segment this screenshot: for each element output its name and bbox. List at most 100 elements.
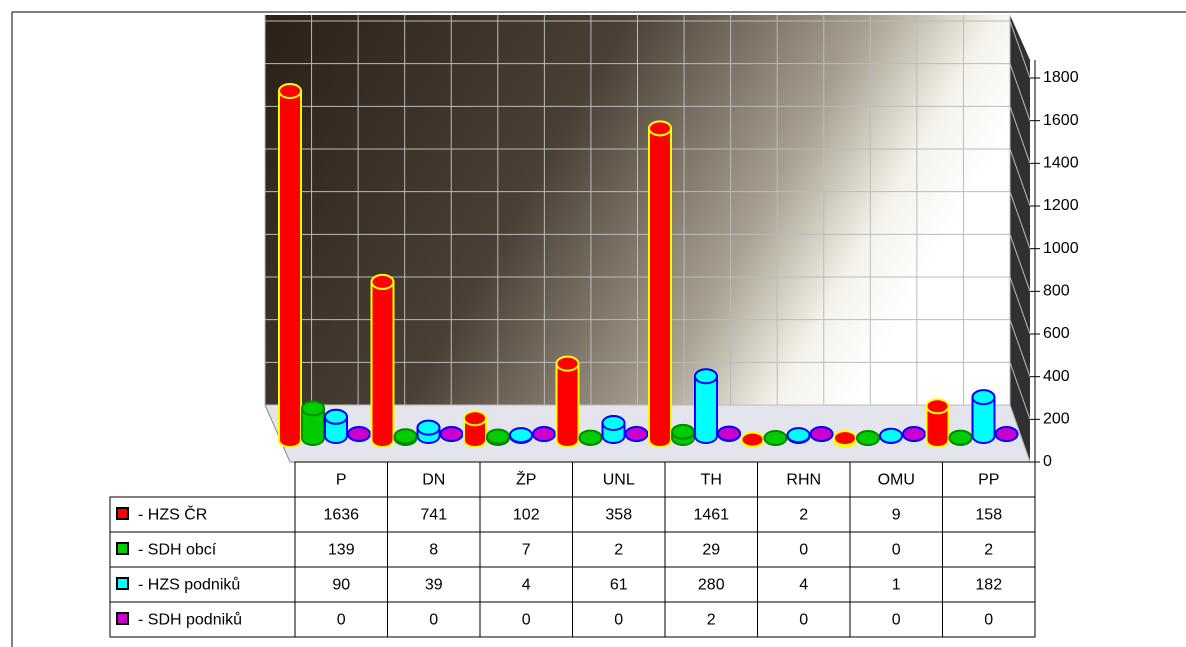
table-value: 8 bbox=[429, 542, 438, 559]
table-value: 90 bbox=[332, 577, 350, 594]
y-tick-label: 1600 bbox=[1043, 112, 1079, 129]
bar bbox=[833, 430, 857, 448]
grid-line bbox=[1009, 63, 1031, 121]
bar-top bbox=[671, 423, 695, 440]
legend-swatch bbox=[116, 612, 129, 625]
y-tick-label: 400 bbox=[1043, 368, 1070, 385]
y-tick-label: 0 bbox=[1043, 453, 1052, 470]
bar-top bbox=[463, 410, 487, 427]
y-tick-label: 1800 bbox=[1043, 69, 1079, 86]
grid-line bbox=[1009, 20, 1031, 79]
x-tick-label: RHN bbox=[786, 472, 821, 489]
bar-top bbox=[833, 430, 857, 447]
bar bbox=[393, 428, 418, 446]
bar bbox=[278, 82, 302, 448]
bar-body bbox=[555, 362, 580, 448]
bar bbox=[648, 120, 672, 448]
grid-line bbox=[1009, 234, 1031, 292]
x-tick-label: UNL bbox=[603, 472, 635, 489]
table-value: 0 bbox=[522, 612, 531, 629]
table-value: 2 bbox=[984, 542, 993, 559]
bar-top bbox=[786, 427, 811, 444]
bar bbox=[509, 427, 533, 444]
bar bbox=[624, 426, 649, 442]
x-tick-label: P bbox=[336, 472, 347, 489]
y-tick-label: 200 bbox=[1043, 411, 1070, 428]
table-value: 29 bbox=[702, 542, 720, 559]
side-wall bbox=[1010, 15, 1030, 462]
grid-line bbox=[1009, 148, 1031, 207]
bar-body bbox=[278, 89, 302, 448]
table-value: 0 bbox=[429, 612, 438, 629]
bar bbox=[925, 398, 950, 448]
legend-label: - SDH obcí bbox=[138, 542, 217, 559]
bar-top bbox=[370, 273, 395, 290]
legend-swatch bbox=[116, 577, 129, 590]
bar-top bbox=[902, 426, 926, 442]
bar bbox=[948, 429, 973, 446]
bar-top bbox=[347, 426, 371, 442]
table-value: 4 bbox=[522, 577, 531, 594]
bar bbox=[901, 426, 927, 442]
grid-line bbox=[1009, 106, 1031, 164]
table-value: 61 bbox=[610, 577, 628, 594]
table-value: 102 bbox=[513, 507, 540, 524]
x-tick-label: PP bbox=[978, 472, 999, 489]
bar-top bbox=[694, 368, 718, 385]
bar-body bbox=[648, 127, 672, 448]
y-tick-label: 800 bbox=[1043, 283, 1070, 300]
bar bbox=[694, 368, 718, 444]
y-tick-label: 1000 bbox=[1043, 240, 1079, 257]
x-tick-label: ŽP bbox=[516, 470, 536, 489]
bar bbox=[555, 355, 580, 448]
bar bbox=[994, 426, 1019, 442]
table-value: 139 bbox=[328, 542, 355, 559]
table-cell bbox=[942, 601, 1036, 638]
x-tick-label: DN bbox=[422, 472, 445, 489]
bar bbox=[463, 410, 487, 448]
table-value: 1636 bbox=[323, 507, 359, 524]
table-value: 2 bbox=[707, 612, 716, 629]
bar bbox=[717, 425, 741, 442]
bar-top bbox=[809, 426, 834, 442]
bar-body bbox=[925, 405, 950, 448]
bar-top bbox=[856, 430, 880, 446]
table-value: 39 bbox=[425, 577, 443, 594]
legend-label: - SDH podniků bbox=[138, 611, 242, 629]
bar-top bbox=[971, 389, 996, 406]
bar-top bbox=[439, 426, 464, 442]
x-tick-label: OMU bbox=[878, 472, 915, 489]
table-value: 358 bbox=[605, 507, 632, 524]
bar bbox=[416, 419, 441, 444]
bar bbox=[531, 426, 557, 442]
bar bbox=[301, 400, 325, 446]
legend-swatch bbox=[116, 542, 129, 555]
table-value: 0 bbox=[892, 542, 901, 559]
bar bbox=[740, 431, 765, 448]
table-value: 0 bbox=[614, 612, 623, 629]
bar-top bbox=[601, 414, 626, 431]
bar bbox=[439, 426, 464, 442]
grid-line bbox=[1009, 319, 1031, 377]
bar bbox=[879, 427, 903, 444]
bar bbox=[370, 273, 395, 448]
bar-body bbox=[370, 280, 395, 448]
bar bbox=[971, 389, 996, 444]
grid-line bbox=[1009, 276, 1031, 335]
bar bbox=[601, 414, 626, 444]
legend-label: - HZS ČR bbox=[138, 505, 207, 524]
bar bbox=[346, 426, 372, 442]
bar-top bbox=[555, 355, 580, 372]
bar bbox=[786, 427, 811, 444]
table-value: 2 bbox=[614, 542, 623, 559]
bar-top bbox=[578, 429, 603, 446]
grid-line bbox=[1009, 191, 1031, 249]
y-tick-label: 1200 bbox=[1043, 197, 1079, 214]
bar-top bbox=[648, 120, 672, 137]
y-tick-label: 600 bbox=[1043, 325, 1070, 342]
table-value: 0 bbox=[799, 612, 808, 629]
table-value: 158 bbox=[975, 507, 1002, 524]
bar-body bbox=[694, 375, 718, 444]
y-tick-label: 1400 bbox=[1043, 155, 1079, 172]
